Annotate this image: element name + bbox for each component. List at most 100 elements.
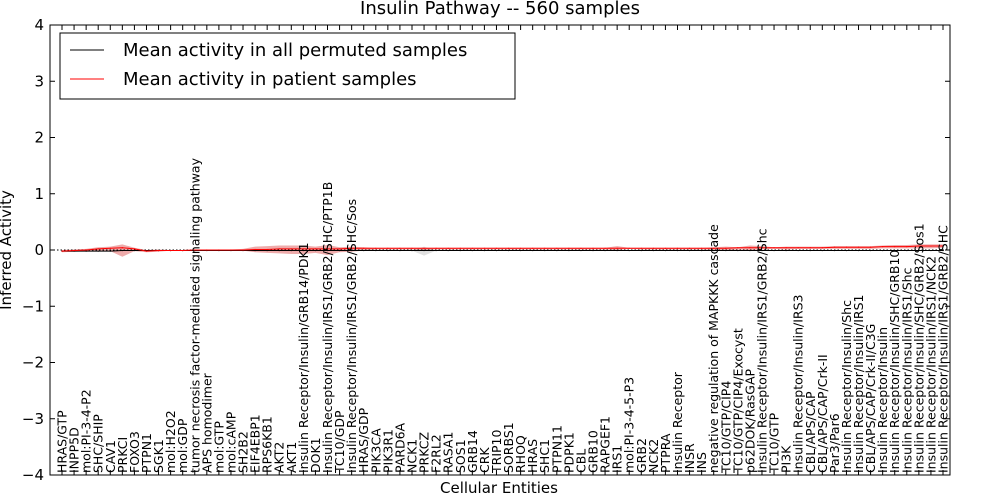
patient-point-4 [109, 247, 111, 249]
category-label-22: Insulin Receptor/Insulin/IRS1/GRB2/SHC/P… [320, 182, 335, 473]
patient-point-6 [133, 248, 136, 250]
category-label-48: GRB2 [634, 438, 649, 473]
patient-point-13 [218, 249, 220, 251]
category-label-41: PTPN11 [549, 425, 564, 473]
category-label-49: NCK2 [646, 439, 661, 473]
patient-point-26 [375, 247, 377, 249]
patient-point-3 [97, 248, 99, 250]
category-label-53: INS [694, 452, 709, 473]
permuted-point-35 [483, 249, 485, 252]
permuted-point-57 [749, 249, 751, 252]
patient-point-30 [423, 247, 425, 249]
permuted-point-19 [290, 249, 292, 252]
category-label-72: Insulin Receptor/Insulin/IRS1/NCK2 [923, 256, 938, 473]
permuted-point-25 [363, 249, 365, 252]
permuted-point-52 [688, 249, 691, 252]
permuted-point-40 [544, 249, 546, 252]
category-label-10: mol:GDP [175, 418, 190, 473]
permuted-point-61 [797, 249, 799, 252]
permuted-point-38 [520, 249, 522, 252]
permuted-point-6 [133, 249, 136, 252]
x-axis-ticks [61, 25, 944, 475]
category-label-29: NCK1 [404, 439, 419, 473]
permuted-point-66 [857, 249, 860, 252]
category-label-33: SOS1 [453, 439, 468, 473]
permuted-point-62 [809, 249, 811, 252]
patient-point-72 [930, 245, 932, 247]
category-label-63: CBL/APS/CAP/Crk-II [815, 354, 830, 473]
patient-point-53 [701, 247, 703, 249]
category-label-38: RHOQ [513, 435, 528, 473]
permuted-point-16 [254, 249, 256, 252]
category-label-3: SHC/SHIP [91, 414, 106, 473]
patient-point-12 [206, 249, 208, 251]
permuted-point-71 [918, 249, 920, 252]
permuted-point-33 [459, 249, 461, 252]
permuted-point-47 [628, 249, 630, 252]
patient-point-69 [894, 246, 896, 248]
patient-point-60 [785, 247, 787, 249]
patient-point-67 [869, 246, 872, 248]
activity-lines [50, 245, 950, 252]
patient-point-5 [121, 247, 123, 249]
permuted-point-68 [882, 249, 884, 252]
category-label-61: Insulin Receptor/Insulin/IRS3 [791, 295, 806, 473]
permuted-point-42 [568, 249, 570, 252]
patient-point-39 [532, 247, 534, 249]
permuted-point-22 [326, 249, 329, 252]
patient-point-66 [857, 246, 860, 248]
category-label-64: Par3/Par6 [827, 413, 842, 473]
category-label-40: SHC1 [537, 439, 552, 473]
permuted-point-21 [314, 249, 317, 252]
patient-point-23 [338, 248, 341, 250]
category-label-57: p62DOK/RasGAP [742, 368, 757, 473]
category-label-39: HRAS [525, 439, 540, 473]
patient-point-21 [314, 248, 317, 250]
permuted-point-41 [556, 249, 558, 252]
category-label-69: Insulin Receptor/Insulin/SHC/GRB10 [887, 250, 902, 473]
patient-point-32 [447, 247, 449, 249]
patient-point-70 [906, 246, 908, 248]
patient-point-45 [604, 247, 606, 249]
permuted-point-46 [616, 249, 618, 252]
patient-point-52 [688, 247, 691, 249]
patient-point-10 [182, 249, 184, 252]
category-label-60: PI3K [779, 445, 794, 473]
permuted-point-60 [785, 249, 787, 252]
patient-point-36 [495, 247, 498, 249]
permuted-point-5 [121, 249, 123, 252]
permuted-point-30 [423, 249, 425, 252]
patient-point-8 [157, 249, 160, 252]
patient-point-37 [507, 247, 510, 249]
permuted-point-72 [930, 249, 932, 252]
permuted-point-64 [833, 249, 835, 252]
category-label-25: HRAS/GDP [356, 407, 371, 473]
permuted-point-58 [761, 249, 763, 252]
category-label-7: PTPN1 [139, 433, 154, 473]
chart-title: Insulin Pathway -- 560 samples [360, 0, 640, 19]
permuted-point-23 [338, 249, 341, 252]
y-tick-label-8: 4 [34, 16, 44, 34]
category-label-5: PRKCI [115, 437, 130, 473]
category-label-55: TC10/GTP/CIP4 [718, 381, 733, 474]
permuted-point-69 [894, 249, 896, 252]
patient-point-64 [833, 246, 835, 248]
permuted-point-70 [906, 249, 908, 252]
permuted-point-2 [85, 250, 87, 252]
patient-point-18 [278, 248, 280, 250]
category-label-62: CBL/APS/CAP [803, 391, 818, 473]
permuted-point-48 [640, 249, 642, 252]
category-label-18: AKT2 [272, 442, 287, 473]
permuted-point-54 [713, 249, 715, 252]
y-tick-label-4: 0 [34, 241, 44, 259]
permuted-mean-line [62, 250, 943, 252]
patient-point-54 [713, 247, 715, 249]
patient-point-50 [664, 247, 667, 249]
patient-point-49 [652, 247, 654, 249]
legend-label-patient: Mean activity in patient samples [123, 69, 417, 90]
patient-point-19 [290, 248, 292, 250]
patient-point-62 [809, 247, 811, 249]
category-label-14: mol:cAMP [223, 411, 238, 473]
permuted-point-28 [399, 249, 401, 252]
